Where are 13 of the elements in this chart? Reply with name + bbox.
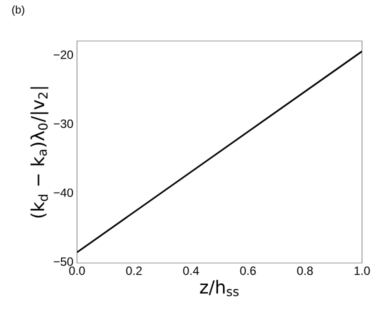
y-tick-label: −30 [54, 120, 74, 128]
y-tick-label: −20 [54, 50, 74, 60]
y-tick-label: −50 [54, 257, 74, 266]
x-axis-title: z/h$_{ss}$ [200, 280, 239, 296]
x-tick-label: 0.6 [240, 266, 256, 275]
text: (b) [12, 6, 24, 16]
x-tick-label: 0.8 [297, 266, 313, 275]
y-tick-label: −40 [54, 188, 74, 197]
x-tick-label: 1.0 [354, 266, 370, 275]
x-tick-label: 0.2 [126, 266, 142, 275]
x-tick-label: 0.4 [183, 266, 199, 275]
text: (k$_{d}$ − k$_{a}$)λ$_{0}$/|v$_{2}$| [30, 87, 48, 218]
x-tick-label: 0.0 [69, 266, 85, 275]
